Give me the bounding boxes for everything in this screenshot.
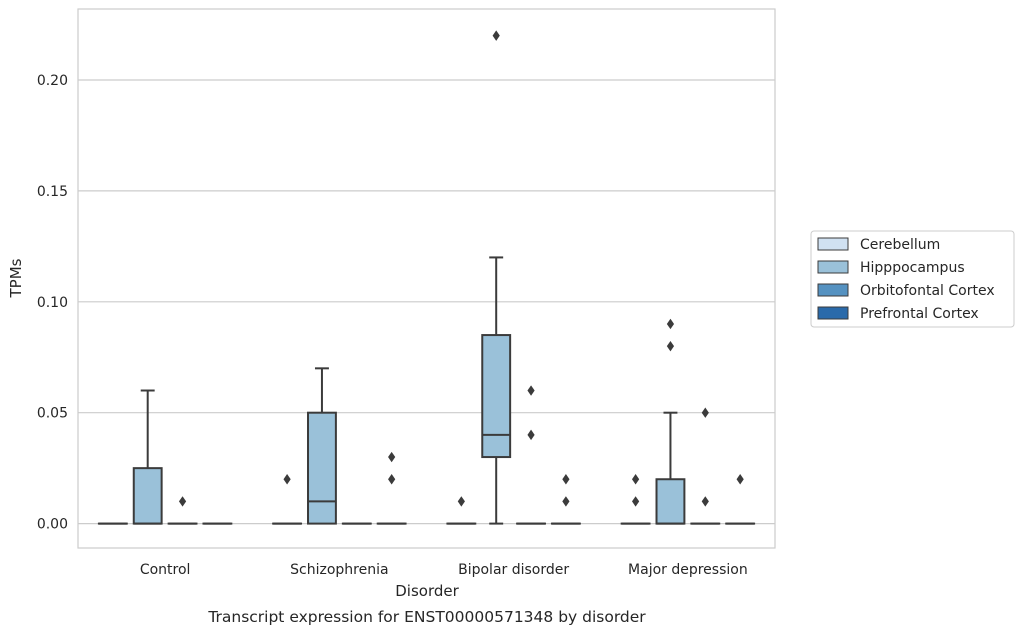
box-orbitofontal-cortex — [516, 385, 546, 525]
box-hipppocampus — [655, 318, 686, 525]
outlier-point — [701, 407, 709, 418]
outlier-point — [178, 496, 187, 507]
outlier-point — [632, 474, 640, 485]
outlier-point — [492, 30, 500, 41]
legend-entry: Prefrontal Cortex — [860, 306, 979, 322]
x-axis-label: Disorder — [395, 582, 459, 600]
box-cerebellum — [620, 474, 651, 525]
box-hipppocampus — [132, 389, 163, 525]
chart-caption: Transcript expression for ENST0000057134… — [207, 608, 646, 626]
legend-entry: Hipppocampus — [860, 260, 965, 276]
y-tick-label: 0.15 — [37, 184, 68, 200]
box-prefrontal-cortex — [725, 474, 756, 525]
box-prefrontal-cortex — [376, 451, 407, 525]
outlier-point — [701, 496, 709, 507]
y-tick-label: 0.20 — [37, 73, 68, 89]
legend: Cerebellum Hipppocampus Orbitofontal Corte… — [810, 230, 1015, 328]
outlier-point — [666, 340, 675, 352]
outlier-point — [632, 496, 640, 507]
x-tick-label: Bipolar disorder — [458, 562, 569, 578]
outlier-point — [736, 474, 744, 485]
outlier-point — [562, 496, 570, 507]
box-body — [307, 411, 337, 525]
outlier-point — [527, 429, 535, 441]
y-tick-label: 0.00 — [37, 517, 68, 533]
outlier-point — [666, 318, 675, 330]
y-tick-label: 0.10 — [37, 295, 68, 311]
box-prefrontal-cortex — [550, 474, 581, 525]
box-orbitofontal-cortex — [167, 496, 198, 525]
box-body — [481, 334, 512, 459]
outlier-point — [388, 474, 396, 485]
x-tick-label: Control — [140, 562, 191, 578]
legend-swatch — [817, 260, 849, 274]
legend-swatch — [817, 237, 849, 251]
outlier-point — [562, 474, 570, 485]
box-body — [132, 467, 163, 525]
box-hipppocampus — [307, 367, 337, 525]
y-axis-label: TPMs — [7, 258, 25, 298]
box-orbitofontal-cortex — [690, 407, 721, 525]
legend-swatch — [817, 283, 849, 297]
legend-entry: Orbitofontal Cortex — [860, 283, 995, 299]
x-tick-label: Schizophrenia — [290, 562, 388, 578]
y-ticks: 0.00 0.05 0.10 0.15 0.20 — [37, 73, 68, 533]
x-ticks: Control Schizophrenia Bipolar disorder Majo… — [140, 562, 748, 578]
legend-swatch — [817, 306, 849, 320]
boxes — [97, 30, 756, 525]
outlier-point — [527, 385, 535, 396]
box-cerebellum — [272, 474, 303, 525]
box-hipppocampus — [481, 30, 512, 525]
legend-frame — [810, 230, 1015, 328]
outlier-point — [388, 451, 396, 463]
outlier-point — [283, 474, 291, 485]
outlier-point — [457, 496, 465, 507]
box-body — [655, 478, 686, 525]
legend-entry: Cerebellum — [860, 237, 940, 253]
box-cerebellum — [446, 496, 477, 525]
y-tick-label: 0.05 — [37, 406, 68, 422]
x-tick-label: Major depression — [628, 562, 748, 578]
plot-frame — [77, 8, 776, 549]
